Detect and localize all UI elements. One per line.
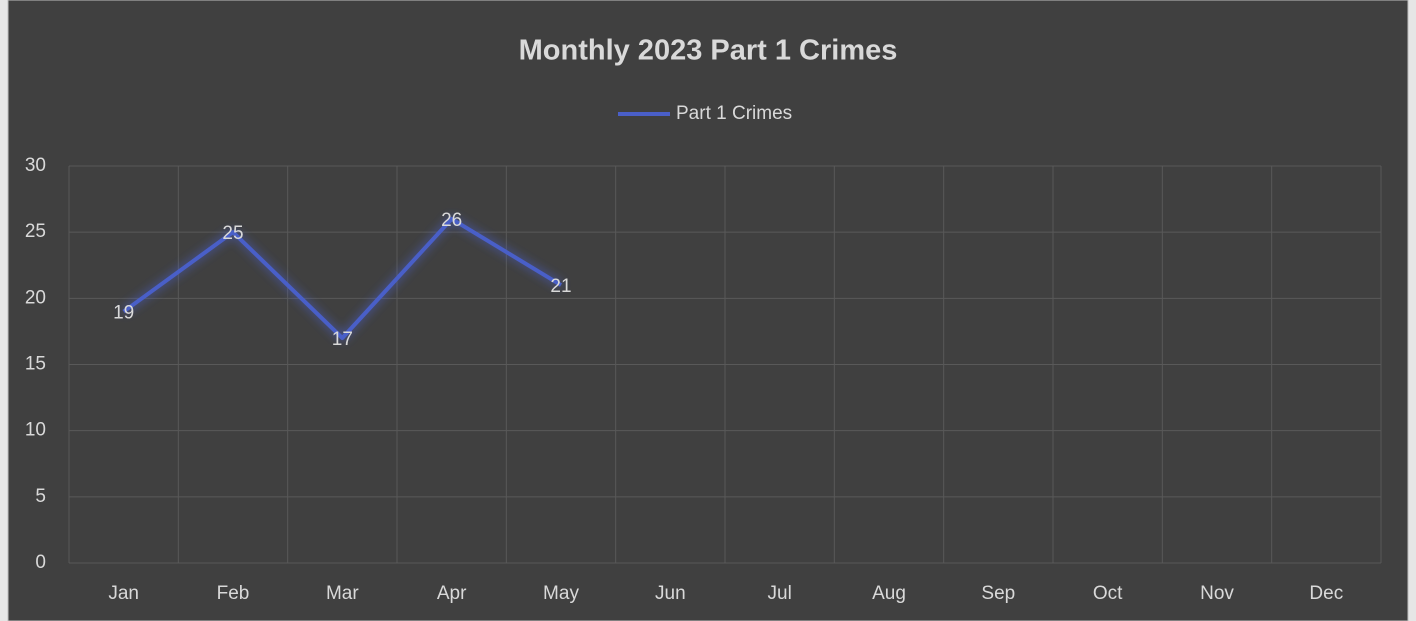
data-label: 17 xyxy=(332,329,353,350)
data-label: 21 xyxy=(550,276,571,297)
series-line xyxy=(122,216,563,341)
x-tick-label: Oct xyxy=(1093,583,1123,604)
chart-area xyxy=(7,0,1409,621)
x-tick-label: Jul xyxy=(768,583,792,604)
y-tick-label: 0 xyxy=(35,552,46,573)
y-tick-label: 15 xyxy=(25,354,46,375)
data-label: 26 xyxy=(441,210,462,231)
x-tick-label: Sep xyxy=(981,583,1015,604)
x-tick-label: Jun xyxy=(655,583,686,604)
x-tick-label: Nov xyxy=(1200,583,1234,604)
y-tick-label: 30 xyxy=(25,155,46,176)
x-tick-label: Apr xyxy=(437,583,467,604)
y-tick-label: 25 xyxy=(25,221,46,242)
y-tick-label: 5 xyxy=(35,486,46,507)
data-label: 19 xyxy=(113,303,134,324)
legend-label: Part 1 Crimes xyxy=(676,103,792,124)
y-tick-label: 20 xyxy=(25,287,46,308)
x-tick-label: Aug xyxy=(872,583,906,604)
x-tick-label: Dec xyxy=(1309,583,1343,604)
x-tick-label: Feb xyxy=(217,583,250,604)
x-tick-label: May xyxy=(543,583,579,604)
chart-title: Monthly 2023 Part 1 Crimes xyxy=(519,35,898,67)
x-tick-label: Jan xyxy=(108,583,139,604)
y-tick-label: 10 xyxy=(25,420,46,441)
x-tick-label: Mar xyxy=(326,583,359,604)
data-label: 25 xyxy=(222,223,243,244)
